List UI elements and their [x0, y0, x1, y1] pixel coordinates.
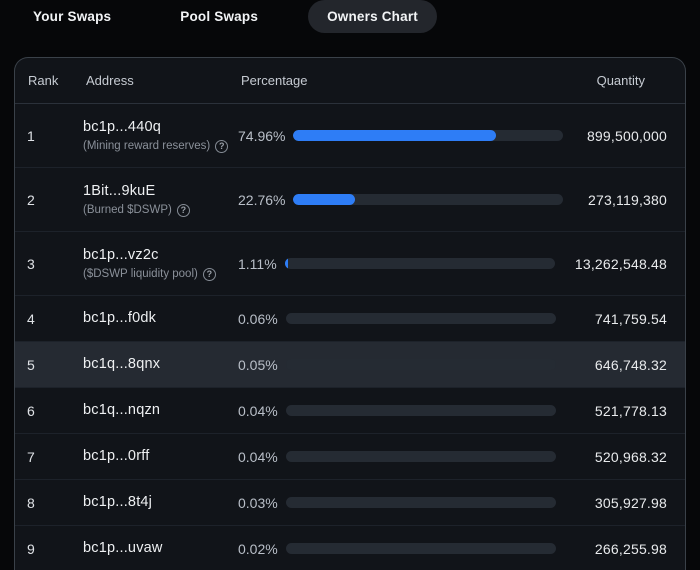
address-cell: bc1p...8t4j [83, 493, 238, 512]
percentage-cell: 22.76% [238, 191, 564, 208]
tab-owners-chart-label: Owners Chart [327, 9, 418, 24]
table-row[interactable]: 7 bc1p...0rff 0.04% 520,968.32 [15, 434, 685, 480]
quantity-cell: 273,119,380 [587, 191, 667, 208]
table-row[interactable]: 9 bc1p...uvaw 0.02% 266,255.98 [15, 526, 685, 570]
ownership-bar-track [285, 405, 556, 416]
quantity-cell: 520,968.32 [594, 448, 667, 465]
percentage-text: 74.96% [238, 127, 286, 144]
percentage-cell: 0.04% [238, 449, 556, 465]
rank-cell: 1 [27, 127, 35, 144]
ownership-bar-track [285, 313, 556, 324]
table-row[interactable]: 6 bc1q...nqzn 0.04% 521,778.13 [15, 388, 685, 434]
table-row[interactable]: 5 bc1q...8qnx 0.05% 646,748.32 [15, 342, 685, 388]
tab-your-swaps[interactable]: Your Swaps [33, 9, 112, 24]
rank-cell: 2 [27, 191, 35, 208]
percentage-text: 0.02% [238, 540, 278, 557]
rank-cell: 3 [27, 255, 35, 272]
table-header-row: Rank Address Percentage Quantity [15, 58, 685, 104]
help-icon[interactable]: ? [202, 268, 216, 281]
percentage-cell: 74.96% [238, 127, 564, 144]
table-row[interactable]: 3 bc1p...vz2c ($DSWP liquidity pool) ? 1… [15, 232, 685, 296]
tab-owners-chart[interactable]: Owners Chart [308, 0, 437, 33]
column-header-percentage: Percentage [241, 73, 308, 88]
rank-cell: 5 [27, 356, 35, 373]
percentage-cell: 0.06% [238, 311, 556, 327]
percentage-cell: 0.04% [238, 403, 556, 419]
address-cell: bc1q...nqzn [83, 401, 238, 420]
quantity-cell: 266,255.98 [594, 540, 667, 557]
percentage-text: 0.06% [238, 310, 278, 327]
ownership-bar-fill [293, 194, 355, 205]
ownership-bar-track [285, 451, 556, 462]
percentage-text: 0.04% [238, 448, 278, 465]
table-row[interactable]: 2 1Bit...9kuE (Burned $DSWP) ? 22.76% 27… [15, 168, 685, 232]
address-sublabel: (Burned $DSWP) ? [83, 204, 238, 217]
percentage-cell: 0.05% [238, 357, 556, 373]
address-text: bc1q...nqzn [83, 402, 161, 418]
quantity-cell: 646,748.32 [594, 356, 667, 373]
address-text: bc1p...440q [83, 119, 161, 135]
address-text: 1Bit...9kuE [83, 183, 156, 199]
ownership-bar-track [293, 130, 564, 141]
address-sublabel: ($DSWP liquidity pool) ? [83, 268, 238, 281]
ownership-bar-track [293, 194, 564, 205]
address-cell: 1Bit...9kuE (Burned $DSWP) ? [83, 182, 238, 217]
table-row[interactable]: 1 bc1p...440q (Mining reward reserves) ?… [15, 104, 685, 168]
table-row[interactable]: 8 bc1p...8t4j 0.03% 305,927.98 [15, 480, 685, 526]
rank-cell: 6 [27, 402, 35, 419]
tab-pool-swaps[interactable]: Pool Swaps [180, 9, 259, 24]
address-cell: bc1p...vz2c ($DSWP liquidity pool) ? [83, 246, 238, 281]
quantity-cell: 521,778.13 [594, 402, 667, 419]
help-icon[interactable]: ? [215, 140, 229, 153]
address-cell: bc1q...8qnx [83, 355, 238, 374]
quantity-cell: 305,927.98 [594, 494, 667, 511]
address-sublabel-text: (Mining reward reserves) [83, 140, 211, 152]
ownership-bar-track [285, 359, 556, 370]
address-sublabel-text: ($DSWP liquidity pool) [83, 268, 198, 280]
quantity-cell: 899,500,000 [586, 127, 667, 144]
rank-cell: 7 [27, 448, 35, 465]
address-sublabel-text: (Burned $DSWP) [83, 204, 172, 216]
quantity-cell: 741,759.54 [594, 310, 667, 327]
quantity-cell: 13,262,548.48 [574, 255, 667, 272]
percentage-cell: 0.02% [238, 541, 556, 557]
rank-cell: 4 [27, 310, 35, 327]
address-text: bc1p...f0dk [83, 310, 157, 326]
address-sublabel: (Mining reward reserves) ? [83, 140, 238, 153]
address-text: bc1p...vz2c [83, 247, 159, 263]
address-text: bc1p...uvaw [83, 540, 163, 556]
table-body: 1 bc1p...440q (Mining reward reserves) ?… [15, 104, 685, 570]
ownership-bar-fill [284, 258, 288, 269]
address-text: bc1q...8qnx [83, 356, 161, 372]
owners-table-card: Rank Address Percentage Quantity 1 bc1p.… [14, 57, 686, 570]
table-row[interactable]: 4 bc1p...f0dk 0.06% 741,759.54 [15, 296, 685, 342]
rank-cell: 9 [27, 540, 35, 557]
ownership-bar-track [284, 258, 555, 269]
address-cell: bc1p...f0dk [83, 309, 238, 328]
percentage-text: 0.03% [238, 494, 278, 511]
percentage-text: 22.76% [238, 191, 286, 208]
ownership-bar-track [285, 497, 556, 508]
column-header-address: Address [86, 73, 134, 88]
column-header-rank: Rank [28, 73, 59, 88]
percentage-text: 1.11% [238, 255, 277, 272]
rank-cell: 8 [27, 494, 35, 511]
address-cell: bc1p...440q (Mining reward reserves) ? [83, 118, 238, 153]
help-icon[interactable]: ? [176, 204, 190, 217]
tab-bar: Your Swaps Pool Swaps Owners Chart [0, 0, 700, 33]
address-text: bc1p...0rff [83, 448, 150, 464]
percentage-text: 0.05% [238, 356, 278, 373]
address-text: bc1p...8t4j [83, 494, 153, 510]
percentage-cell: 0.03% [238, 495, 556, 511]
ownership-bar-track [285, 543, 556, 554]
address-cell: bc1p...uvaw [83, 539, 238, 558]
address-cell: bc1p...0rff [83, 447, 238, 466]
percentage-text: 0.04% [238, 402, 278, 419]
ownership-bar-fill [293, 130, 496, 141]
column-header-quantity: Quantity [596, 73, 645, 88]
percentage-cell: 1.11% [238, 256, 555, 272]
